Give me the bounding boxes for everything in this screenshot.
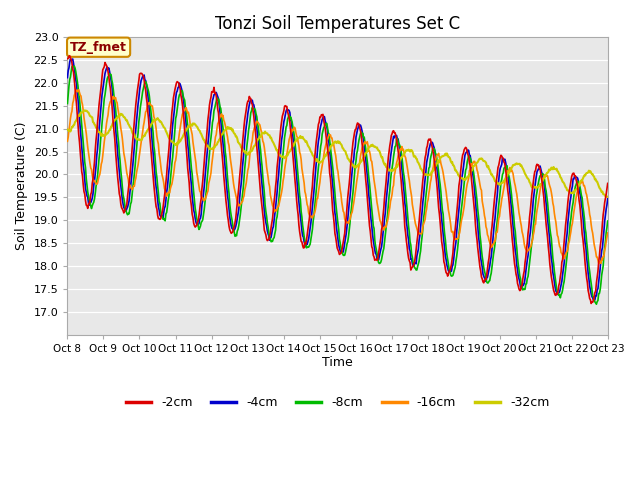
Title: Tonzi Soil Temperatures Set C: Tonzi Soil Temperatures Set C [215, 15, 460, 33]
Y-axis label: Soil Temperature (C): Soil Temperature (C) [15, 121, 28, 250]
Legend: -2cm, -4cm, -8cm, -16cm, -32cm: -2cm, -4cm, -8cm, -16cm, -32cm [121, 391, 554, 414]
X-axis label: Time: Time [322, 356, 353, 369]
Text: TZ_fmet: TZ_fmet [70, 41, 127, 54]
